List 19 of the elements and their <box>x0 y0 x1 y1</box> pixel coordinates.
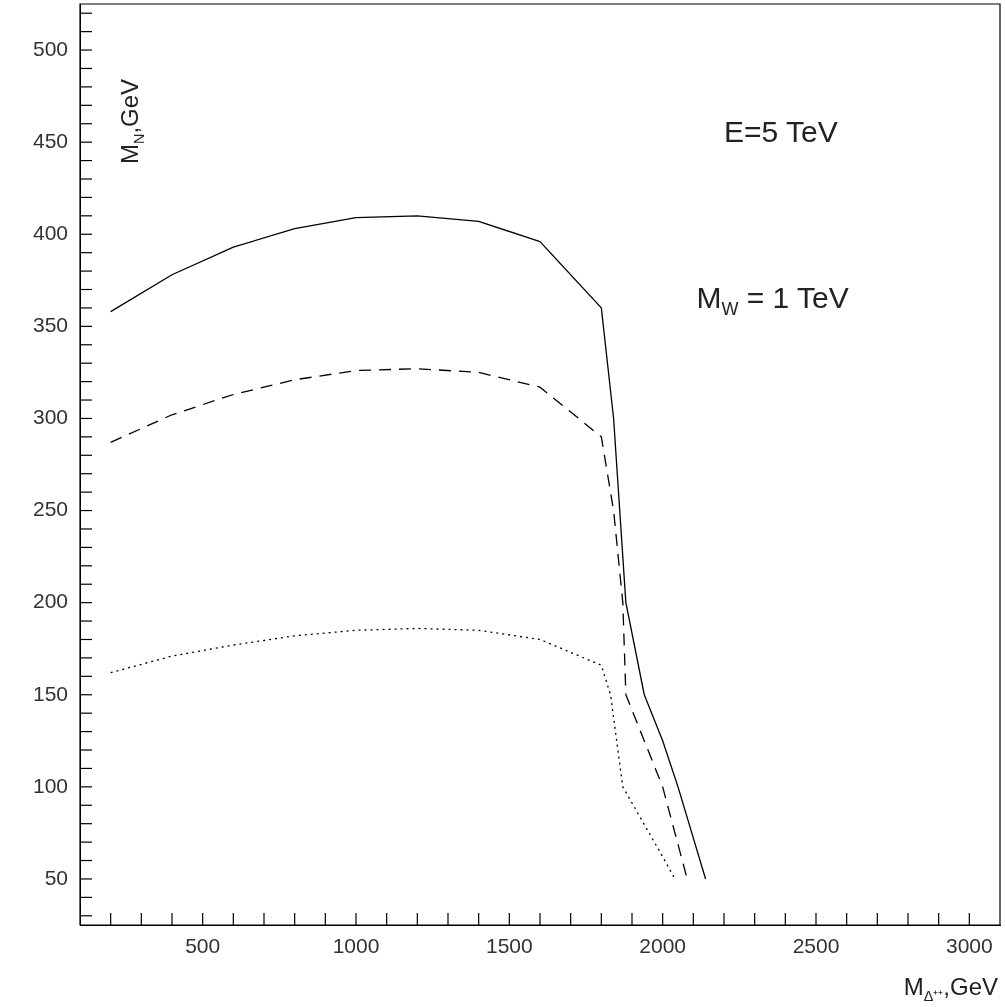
y-tick-label: 50 <box>44 865 68 889</box>
y-tick-label: 350 <box>32 313 68 337</box>
x-tick-label: 1500 <box>485 934 533 958</box>
y-tick-label: 200 <box>32 589 68 613</box>
line-series <box>110 627 676 880</box>
y-tick-label: 150 <box>32 681 68 705</box>
y-axis-title: MN,GeV <box>116 78 147 164</box>
y-tick-label: 250 <box>32 497 68 521</box>
x-tick-label: 3000 <box>945 934 993 958</box>
y-tick-label: 100 <box>32 773 68 797</box>
x-tick-label: 1000 <box>332 934 380 958</box>
y-tick-label: 400 <box>32 221 68 245</box>
y-tick-label: 500 <box>32 36 68 60</box>
x-tick-label: 500 <box>185 934 221 958</box>
y-tick-label: 300 <box>32 405 68 429</box>
x-tick-label: 2500 <box>792 934 840 958</box>
x-tick-label: 2000 <box>639 934 687 958</box>
annotation: E=5 TeV <box>724 115 838 149</box>
y-tick-label: 450 <box>32 128 68 152</box>
